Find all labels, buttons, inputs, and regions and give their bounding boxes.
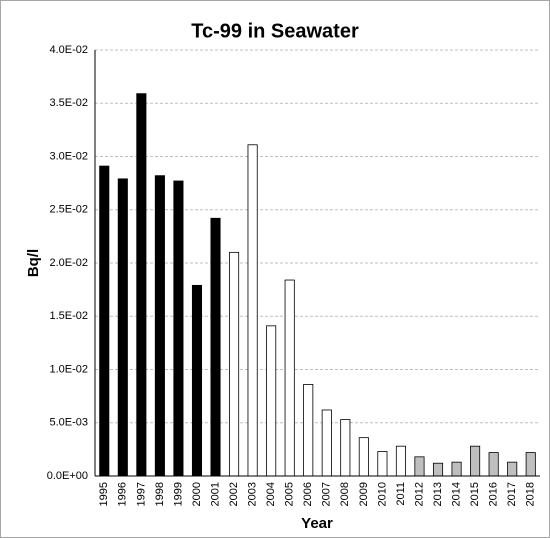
x-tick-label: 2016 xyxy=(488,482,500,506)
bar xyxy=(358,437,369,477)
bar xyxy=(173,180,184,477)
x-tick-label: 2009 xyxy=(358,482,370,506)
x-tick-label: 1999 xyxy=(172,482,184,506)
y-tick-label: 4.0E-02 xyxy=(49,44,88,56)
bar xyxy=(154,175,165,477)
bar xyxy=(191,284,203,477)
bar xyxy=(99,165,110,477)
x-axis-title: Year xyxy=(301,515,333,532)
x-tick-label: 2003 xyxy=(247,482,259,506)
x-tick-label: 2018 xyxy=(525,482,537,506)
x-tick-label: 2005 xyxy=(284,482,296,506)
x-tick-label: 2014 xyxy=(450,482,462,506)
x-tick-label: 2000 xyxy=(191,482,203,506)
y-tick-label: 1.5E-02 xyxy=(49,310,88,322)
bar xyxy=(525,452,536,477)
bar xyxy=(284,279,295,477)
x-tick-label: 2002 xyxy=(228,482,240,506)
bar xyxy=(451,461,462,477)
x-tick-label: 2001 xyxy=(209,482,221,506)
x-tick-label: 2004 xyxy=(265,482,277,506)
y-tick-label: 1.0E-02 xyxy=(49,363,88,375)
bar xyxy=(210,217,221,477)
y-tick-label: 2.0E-02 xyxy=(49,257,88,269)
x-tick-label: 2010 xyxy=(376,482,388,506)
y-tick-label: 0.0E+00 xyxy=(47,470,88,482)
bar xyxy=(377,451,388,477)
x-tick-label: 2007 xyxy=(321,482,333,506)
x-tick-label: 1995 xyxy=(98,482,110,506)
bar xyxy=(229,251,240,477)
x-tick-label: 2015 xyxy=(469,482,481,506)
x-tick-label: 1996 xyxy=(117,482,129,506)
bar xyxy=(266,325,277,477)
y-tick-label: 3.5E-02 xyxy=(49,97,88,109)
bar xyxy=(321,409,332,477)
y-axis-title: Bq/l xyxy=(25,249,42,277)
bar xyxy=(136,93,147,477)
x-tick-label: 2013 xyxy=(432,482,444,506)
bar xyxy=(117,178,128,477)
x-tick-label: 2011 xyxy=(395,482,407,506)
x-tick-label: 1998 xyxy=(154,482,166,506)
chart-title: Tc-99 in Seawater xyxy=(191,20,359,42)
bar xyxy=(507,461,518,477)
bar xyxy=(340,419,351,477)
x-tick-label: 2006 xyxy=(302,482,314,506)
x-tick-label: 2012 xyxy=(413,482,425,506)
x-tick-label: 2008 xyxy=(339,482,351,506)
bar xyxy=(488,452,499,477)
bar xyxy=(247,144,258,477)
bar xyxy=(395,445,406,477)
y-tick-label: 5.0E-03 xyxy=(49,417,88,429)
x-tick-label: 1997 xyxy=(135,482,147,506)
y-tick-label: 2.5E-02 xyxy=(49,204,88,216)
bar xyxy=(303,384,314,477)
y-tick-label: 3.0E-02 xyxy=(49,150,88,162)
bar xyxy=(470,445,481,477)
bar xyxy=(432,462,444,477)
bar xyxy=(414,456,425,477)
x-tick-label: 2017 xyxy=(506,482,518,506)
